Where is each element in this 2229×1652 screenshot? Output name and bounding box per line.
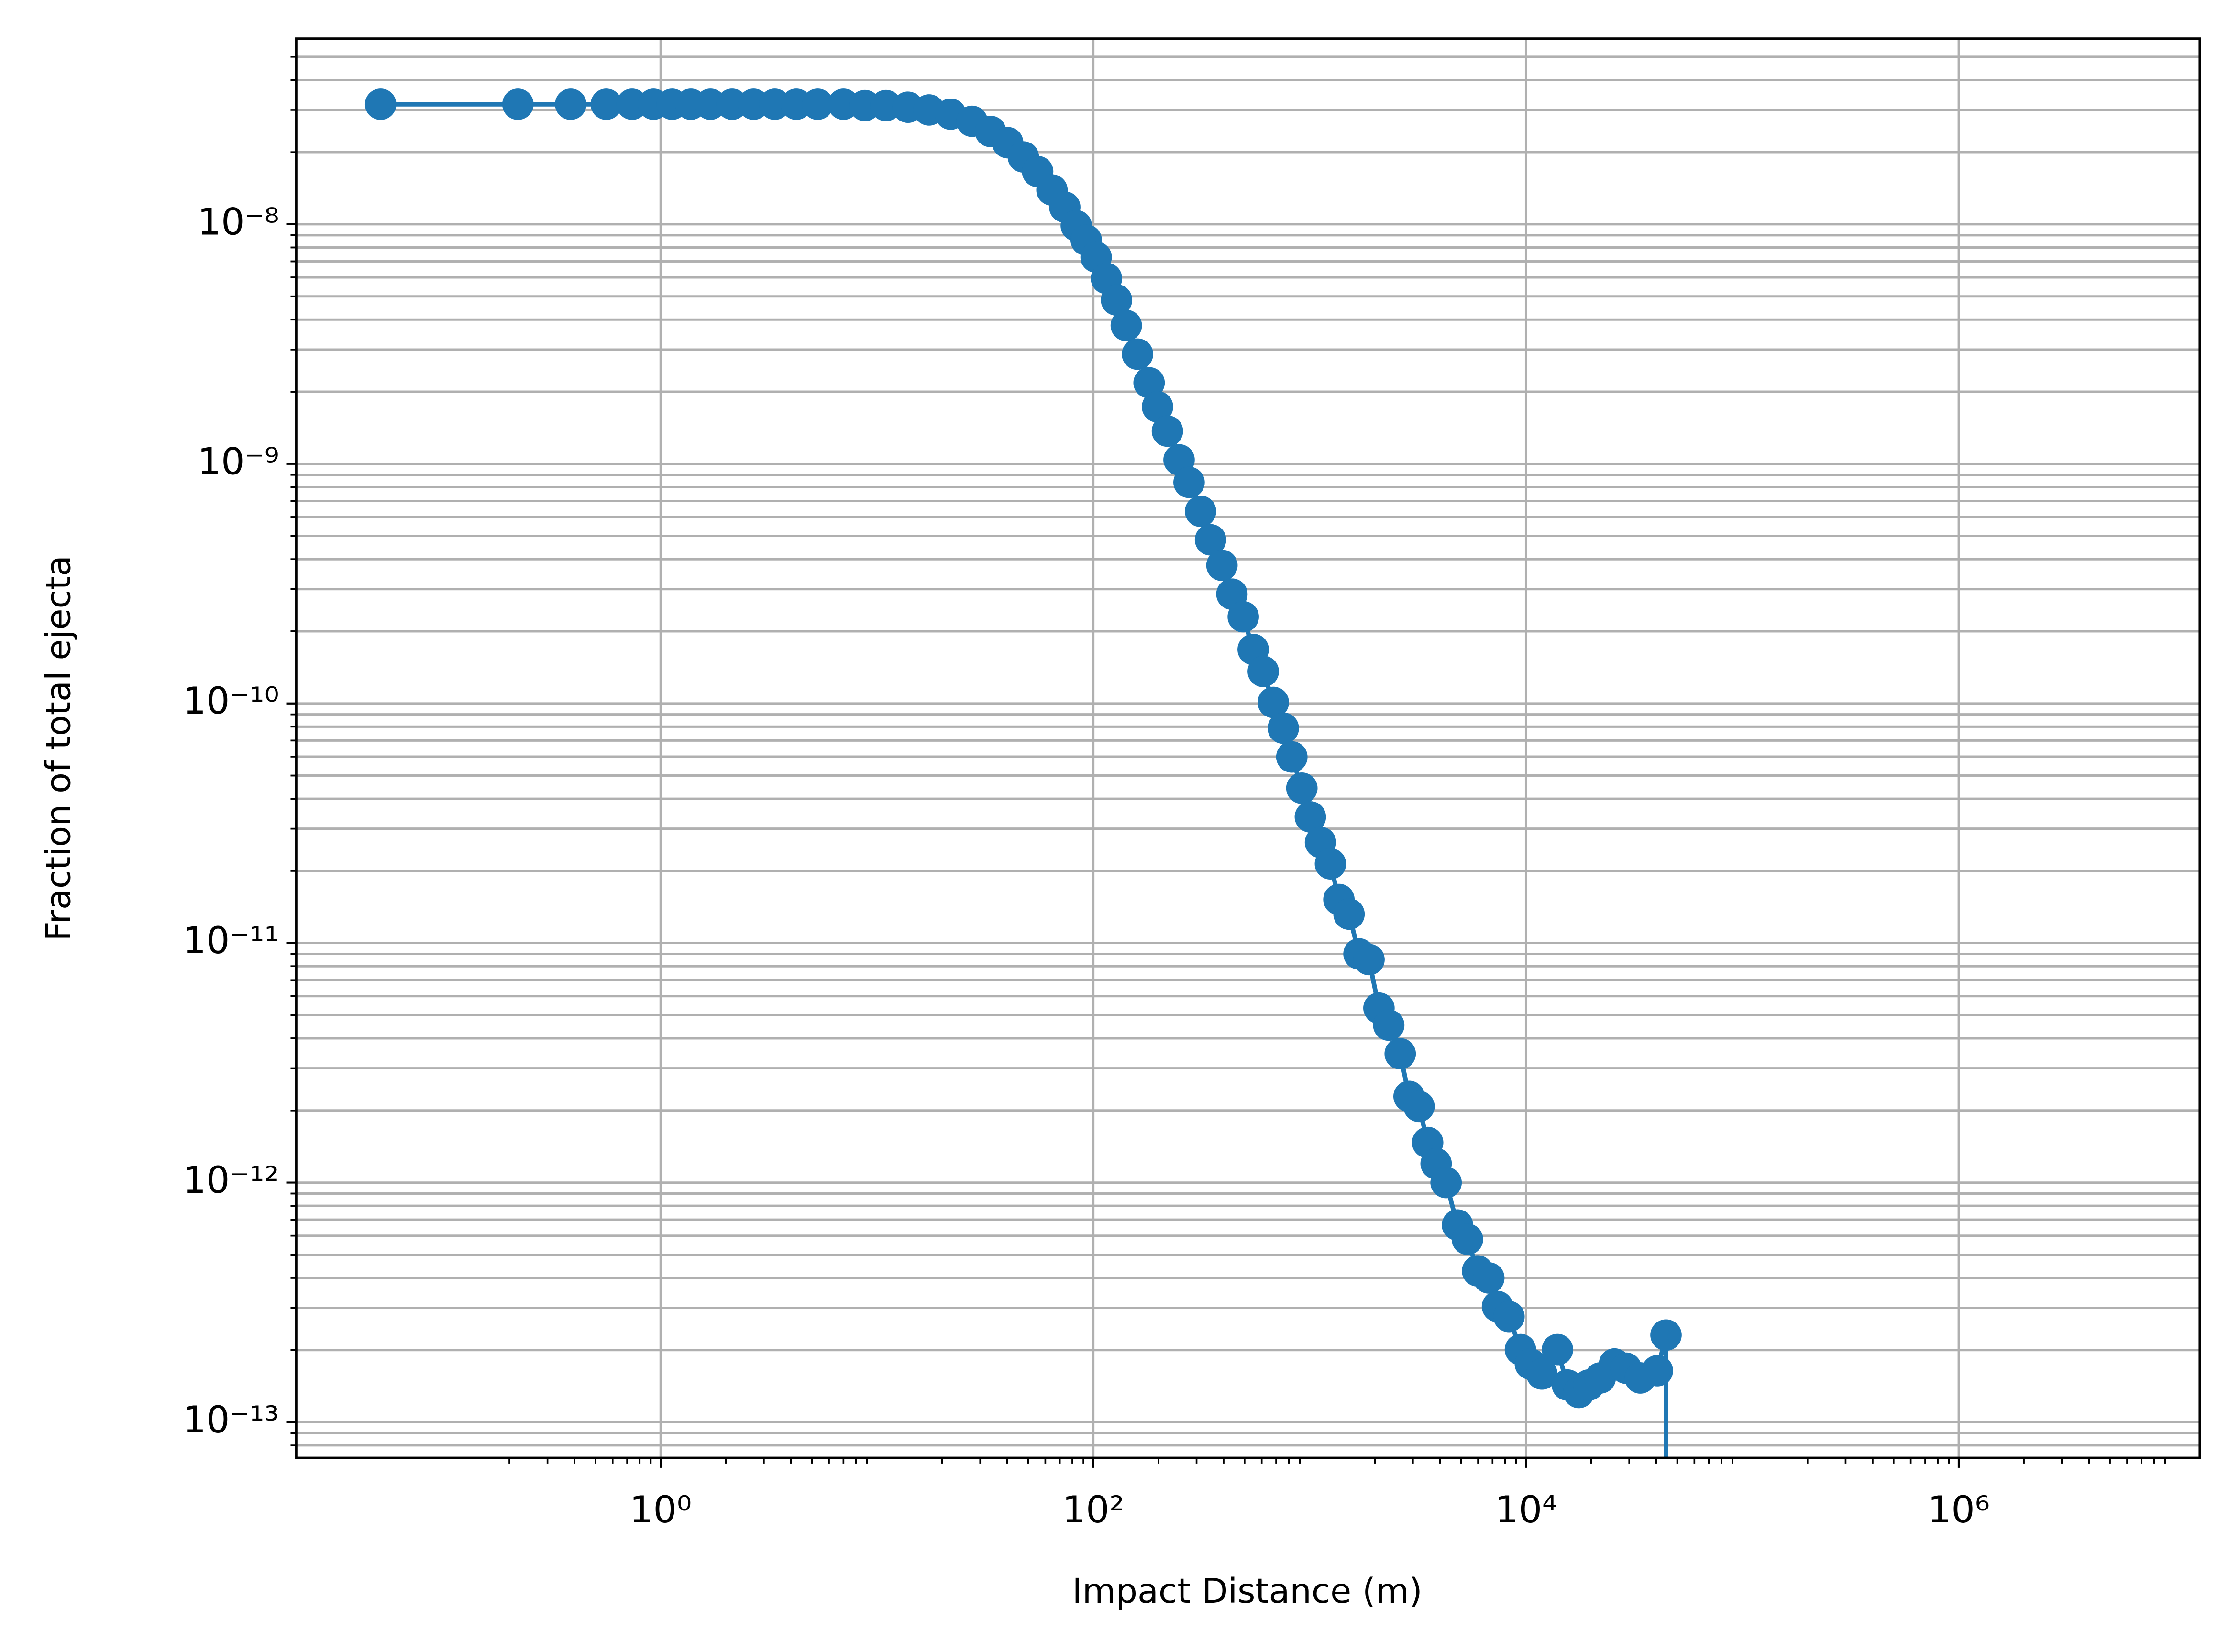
x-tick-label: 10² — [1062, 1488, 1125, 1531]
x-axis-label: Impact Distance (m) — [1072, 1571, 1423, 1611]
data-point — [1373, 1009, 1405, 1041]
data-point — [1142, 391, 1173, 423]
x-tick-label: 10⁶ — [1928, 1488, 1990, 1531]
data-point — [1452, 1223, 1483, 1255]
data-point — [1642, 1355, 1673, 1387]
axes-frame — [295, 37, 2201, 1459]
data-point — [1276, 741, 1308, 773]
data-point — [1314, 848, 1346, 880]
y-tick-label: 10⁻¹² — [183, 1159, 279, 1202]
data-point — [1122, 338, 1153, 370]
data-point — [1227, 601, 1259, 633]
data-point — [1286, 772, 1318, 804]
data-point — [1185, 496, 1216, 527]
data-point — [1194, 524, 1226, 556]
data-point — [590, 88, 622, 120]
grid — [296, 38, 2200, 1458]
y-tick-label: 10⁻⁹ — [198, 440, 279, 483]
data-point — [1493, 1300, 1525, 1333]
data-point — [1430, 1167, 1462, 1199]
x-tick-label: 10⁰ — [629, 1488, 692, 1531]
data-point — [1384, 1038, 1416, 1070]
y-tick-label: 10⁻⁸ — [198, 200, 279, 243]
y-tick-label: 10⁻¹³ — [183, 1399, 279, 1442]
data-point — [1650, 1319, 1682, 1351]
y-tick-label: 10⁻¹¹ — [183, 919, 279, 962]
data-point — [555, 88, 586, 120]
y-axis-label: Fraction of total ejecta — [38, 555, 78, 941]
data-point — [1133, 367, 1165, 399]
data-point — [1333, 898, 1365, 930]
data-point — [1403, 1090, 1435, 1123]
data-point — [364, 88, 397, 120]
data-point — [1247, 656, 1279, 687]
data-point — [1526, 1358, 1558, 1390]
plot-area — [364, 88, 1682, 1458]
data-point — [1353, 944, 1385, 976]
x-tick-label: 10⁴ — [1495, 1488, 1557, 1531]
data-point — [502, 88, 534, 120]
data-point — [1542, 1333, 1573, 1366]
data-point — [1151, 415, 1183, 447]
data-point — [1110, 309, 1142, 341]
data-point — [1101, 284, 1133, 316]
data-point — [1258, 686, 1289, 718]
data-point — [695, 88, 727, 120]
data-point — [1473, 1262, 1505, 1294]
data-point — [759, 88, 791, 120]
y-tick-label: 10⁻¹⁰ — [183, 680, 279, 723]
data-point — [1173, 466, 1205, 498]
data-point — [1268, 712, 1299, 744]
data-point — [1294, 801, 1326, 833]
data-point — [716, 88, 748, 120]
ticks: 10⁻¹³ 10⁻¹² 10⁻¹¹ 10⁻¹⁰ 10⁻⁹ 10⁻⁸ 10⁰ 10² 10⁴ 10⁶ — [183, 56, 2166, 1531]
data-point — [802, 88, 834, 120]
data-point — [1206, 550, 1238, 581]
